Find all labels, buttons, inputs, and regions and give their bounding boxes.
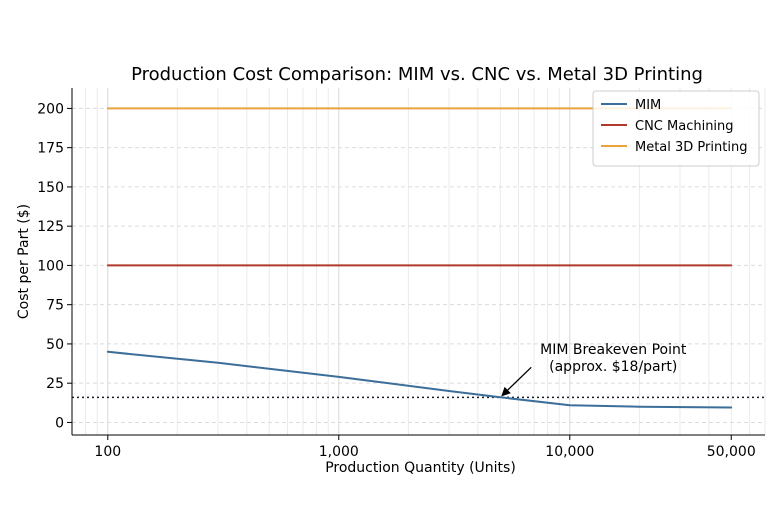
y-tick-label: 200 (37, 101, 64, 117)
y-tick-label: 125 (37, 219, 64, 235)
chart-title: Production Cost Comparison: MIM vs. CNC … (131, 64, 703, 85)
annotation-arrow-head (501, 386, 511, 397)
legend-label-metal-3d-printing: Metal 3D Printing (635, 140, 747, 155)
annotation-title: MIM Breakeven Point (540, 342, 687, 358)
annotation-subtitle: (approx. $18/part) (549, 359, 677, 375)
legend-label-cnc-machining: CNC Machining (635, 119, 734, 134)
x-tick-label: 50,000 (707, 444, 756, 460)
legend-label-mim: MIM (635, 98, 661, 113)
legend-box (592, 90, 760, 167)
annotation: MIM Breakeven Point(approx. $18/part) (501, 342, 687, 397)
legend: MIM CNC Machining Metal 3D Printing (592, 90, 760, 167)
tick-labels: 0 25 50 75 100 125 150 175 200 100 1,000 10,000 50,0… (37, 101, 755, 460)
y-tick-label: 75 (46, 298, 64, 314)
x-tick-label: 100 (94, 444, 121, 460)
y-tick-label: 175 (37, 141, 64, 157)
y-tick-label: 100 (37, 258, 64, 274)
axes (67, 88, 765, 440)
y-tick-label: 0 (55, 415, 64, 431)
y-axis-label: Cost per Part ($) (16, 204, 32, 319)
x-tick-label: 10,000 (545, 444, 594, 460)
x-axis-label: Production Quantity (Units) (325, 460, 516, 476)
y-tick-label: 150 (37, 180, 64, 196)
grid (71, 88, 766, 435)
series-line-mim (106, 350, 733, 409)
y-tick-label: 25 (46, 376, 64, 392)
x-tick-label: 1,000 (319, 444, 359, 460)
y-tick-label: 50 (46, 337, 64, 353)
